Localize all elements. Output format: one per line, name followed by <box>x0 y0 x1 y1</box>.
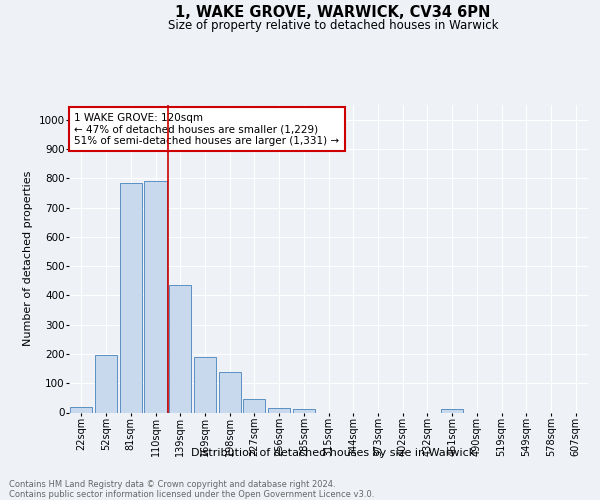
Bar <box>145 181 167 412</box>
Text: Size of property relative to detached houses in Warwick: Size of property relative to detached ho… <box>168 19 498 32</box>
Bar <box>293 409 315 412</box>
Bar <box>441 409 463 412</box>
Bar <box>194 357 216 412</box>
Text: Contains HM Land Registry data © Crown copyright and database right 2024.
Contai: Contains HM Land Registry data © Crown c… <box>9 480 374 499</box>
Bar <box>70 406 92 412</box>
Bar <box>169 285 191 412</box>
Y-axis label: Number of detached properties: Number of detached properties <box>23 171 33 346</box>
Text: 1, WAKE GROVE, WARWICK, CV34 6PN: 1, WAKE GROVE, WARWICK, CV34 6PN <box>175 5 491 20</box>
Bar <box>95 356 117 412</box>
Bar <box>268 408 290 412</box>
Bar <box>119 182 142 412</box>
Text: 1 WAKE GROVE: 120sqm
← 47% of detached houses are smaller (1,229)
51% of semi-de: 1 WAKE GROVE: 120sqm ← 47% of detached h… <box>74 112 340 146</box>
Bar <box>218 372 241 412</box>
Text: Distribution of detached houses by size in Warwick: Distribution of detached houses by size … <box>191 448 475 458</box>
Bar <box>243 398 265 412</box>
